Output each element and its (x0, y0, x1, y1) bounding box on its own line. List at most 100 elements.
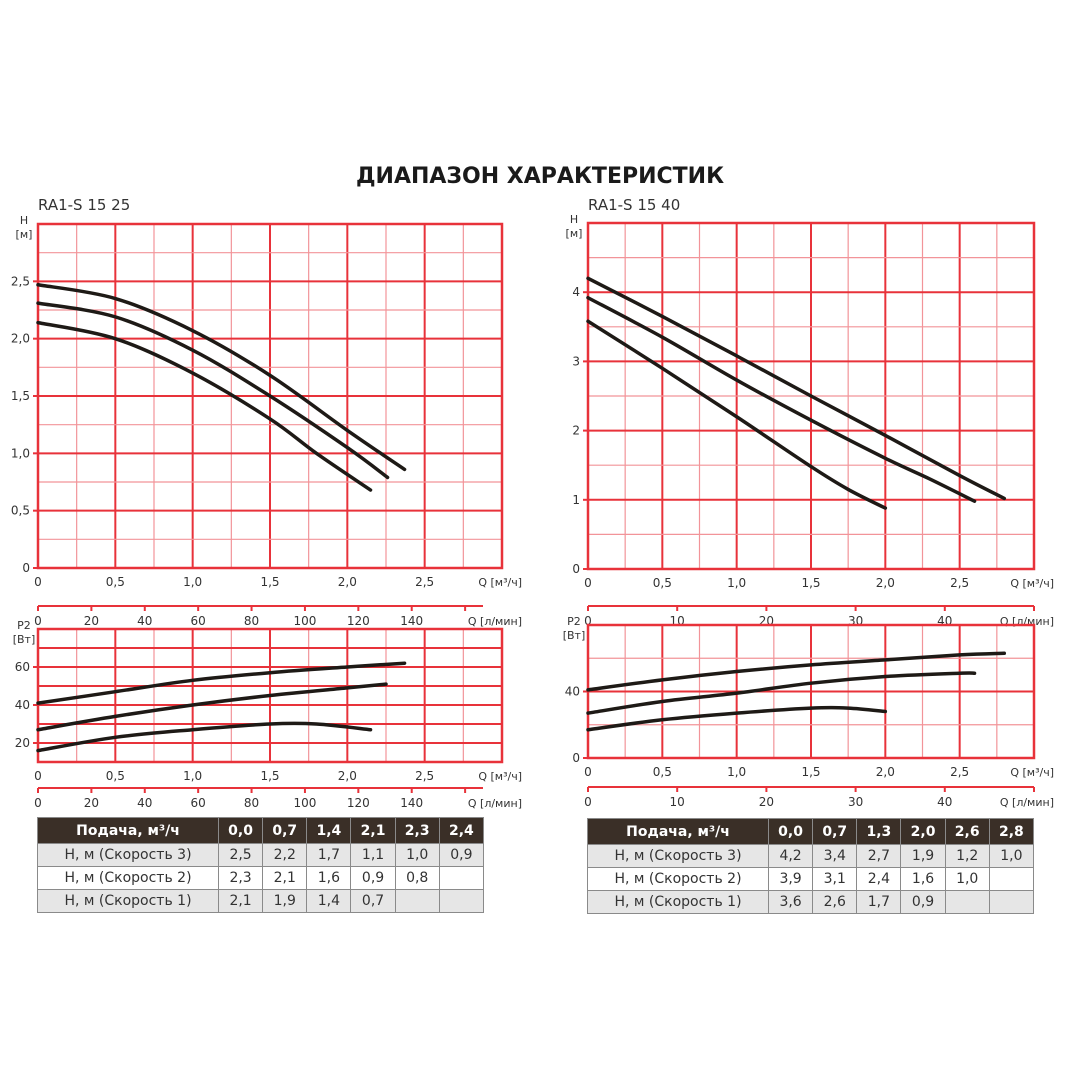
lpm-tick-label: 0 (34, 614, 42, 628)
lpm-tick-label: 0 (34, 796, 42, 810)
table-header-cell: 2,6 (944, 818, 990, 845)
curve-speed-3 (36, 661, 407, 705)
y-axis-label: H (20, 214, 28, 227)
table-cell: 1,0 (944, 867, 990, 891)
table-cell: 1,0 (394, 843, 440, 867)
x-axis-label: Q [м³/ч] (478, 576, 522, 589)
curve-speed-2 (36, 682, 388, 732)
x-axis-label: Q [м³/ч] (1010, 766, 1054, 779)
table-cell: 2,2 (262, 843, 308, 867)
table-row: H, м (Скорость 3) 2,5 2,2 1,7 1,1 1,0 0,9 (37, 843, 485, 867)
table-cell: 1,6 (306, 866, 352, 890)
table-cell: 2,5 (217, 843, 264, 867)
table-cell (944, 890, 990, 914)
x-axis-label: Q [м³/ч] (478, 770, 522, 783)
table-header-cell: 0,0 (767, 818, 814, 845)
y-axis-label: H (570, 213, 578, 226)
table-header-cell: 1,4 (306, 817, 352, 844)
chart-title: RA1-S 15 25 (38, 196, 130, 214)
table-cell: H, м (Скорость 1) (587, 890, 769, 914)
table-cell: 1,7 (856, 890, 902, 914)
x-tick-label: 0,5 (106, 769, 125, 783)
table-cell: 2,1 (217, 889, 264, 913)
table-cell: 2,6 (812, 890, 858, 914)
table-cell: 0,8 (394, 866, 440, 890)
page-title: ДИАПАЗОН ХАРАКТЕРИСТИК (355, 164, 725, 189)
table-header-cell: 0,0 (217, 817, 264, 844)
lpm-tick-label: 40 (137, 614, 152, 628)
y-tick-label: 1,5 (11, 389, 30, 403)
x-tick-label: 0 (34, 575, 42, 589)
x-tick-label: 1,0 (183, 575, 202, 589)
plot-frame (586, 221, 1036, 571)
table-cell: H, м (Скорость 1) (37, 889, 219, 913)
y-axis-unit: [Вт] (13, 633, 36, 646)
x-tick-label: 0 (584, 765, 592, 779)
lpm-tick-label: 140 (400, 796, 423, 810)
table-row: H, м (Скорость 3) 4,2 3,4 2,7 1,9 1,2 1,0 (587, 844, 1035, 868)
curve-speed-1 (36, 320, 373, 492)
x-tick-label: 2,5 (415, 769, 434, 783)
table-header-row: Подача, м³/ч 0,0 0,7 1,3 2,0 2,6 2,8 (587, 818, 1035, 845)
table-header-cell: 2,0 (900, 818, 946, 845)
curve-speed-2 (586, 295, 977, 503)
x-tick-label: 0 (34, 769, 42, 783)
x-tick-label: 2,5 (415, 575, 434, 589)
x-tick-label: 1,5 (801, 765, 820, 779)
table-cell: 1,0 (988, 844, 1035, 868)
x-tick-label: 0 (584, 576, 592, 590)
table-cell: 0,9 (900, 890, 946, 914)
x-tick-label: 0,5 (653, 765, 672, 779)
y-tick-label: 0 (572, 751, 580, 765)
lpm-tick-label: 20 (759, 795, 774, 809)
curve-speed-2 (586, 671, 977, 715)
table-cell: 1,2 (944, 844, 990, 868)
table-header-cell: 0,7 (262, 817, 308, 844)
lpm-tick-label: 120 (347, 614, 370, 628)
table-cell: 2,4 (856, 867, 902, 891)
lpm-tick-label: 60 (191, 796, 206, 810)
table-header-cell: 2,8 (988, 818, 1035, 845)
y-axis-unit: [м] (566, 227, 583, 240)
curve-speed-2 (36, 301, 390, 480)
x-tick-label: 2,0 (338, 769, 357, 783)
table-cell: H, м (Скорость 2) (37, 866, 219, 890)
table-cell: H, м (Скорость 2) (587, 867, 769, 891)
table-cell: H, м (Скорость 3) (37, 843, 219, 867)
table-cell: 3,6 (767, 890, 814, 914)
y-axis-label: P2 (17, 619, 31, 632)
curve-speed-1 (36, 721, 373, 753)
y-axis-label: P2 (567, 615, 581, 628)
table-cell: 2,1 (262, 866, 308, 890)
table-cell: 1,9 (900, 844, 946, 868)
x-tick-label: 1,5 (260, 769, 279, 783)
lpm-tick-label: 80 (244, 614, 259, 628)
x-tick-label: 1,5 (801, 576, 820, 590)
x-tick-label: 2,0 (876, 765, 895, 779)
x-tick-label: 1,5 (260, 575, 279, 589)
curve-speed-3 (586, 276, 1007, 501)
table-cell: H, м (Скорость 3) (587, 844, 769, 868)
table-cell: 3,9 (767, 867, 814, 891)
table-header-cell: Подача, м³/ч (587, 818, 769, 845)
table-cell: 1,1 (350, 843, 396, 867)
table-header-cell: 2,1 (350, 817, 396, 844)
x-tick-label: 1,0 (727, 576, 746, 590)
x-tick-label: 2,5 (950, 576, 969, 590)
table-cell: 1,4 (306, 889, 352, 913)
table-cell: 0,9 (438, 843, 485, 867)
table-cell: 2,3 (217, 866, 264, 890)
y-tick-label: 1 (572, 493, 580, 507)
table-row: H, м (Скорость 1) 2,1 1,9 1,4 0,7 (37, 889, 485, 913)
table-cell: 4,2 (767, 844, 814, 868)
table-cell: 1,7 (306, 843, 352, 867)
table-cell (438, 866, 485, 890)
y-tick-label: 0,5 (11, 504, 30, 518)
x-tick-label: 1,0 (727, 765, 746, 779)
lpm-tick-label: 140 (400, 614, 423, 628)
lpm-tick-label: 40 (137, 796, 152, 810)
y-tick-label: 60 (15, 660, 30, 674)
table-header-cell: 2,4 (438, 817, 485, 844)
x-tick-label: 0,5 (106, 575, 125, 589)
y-axis-unit: [Вт] (563, 629, 586, 642)
